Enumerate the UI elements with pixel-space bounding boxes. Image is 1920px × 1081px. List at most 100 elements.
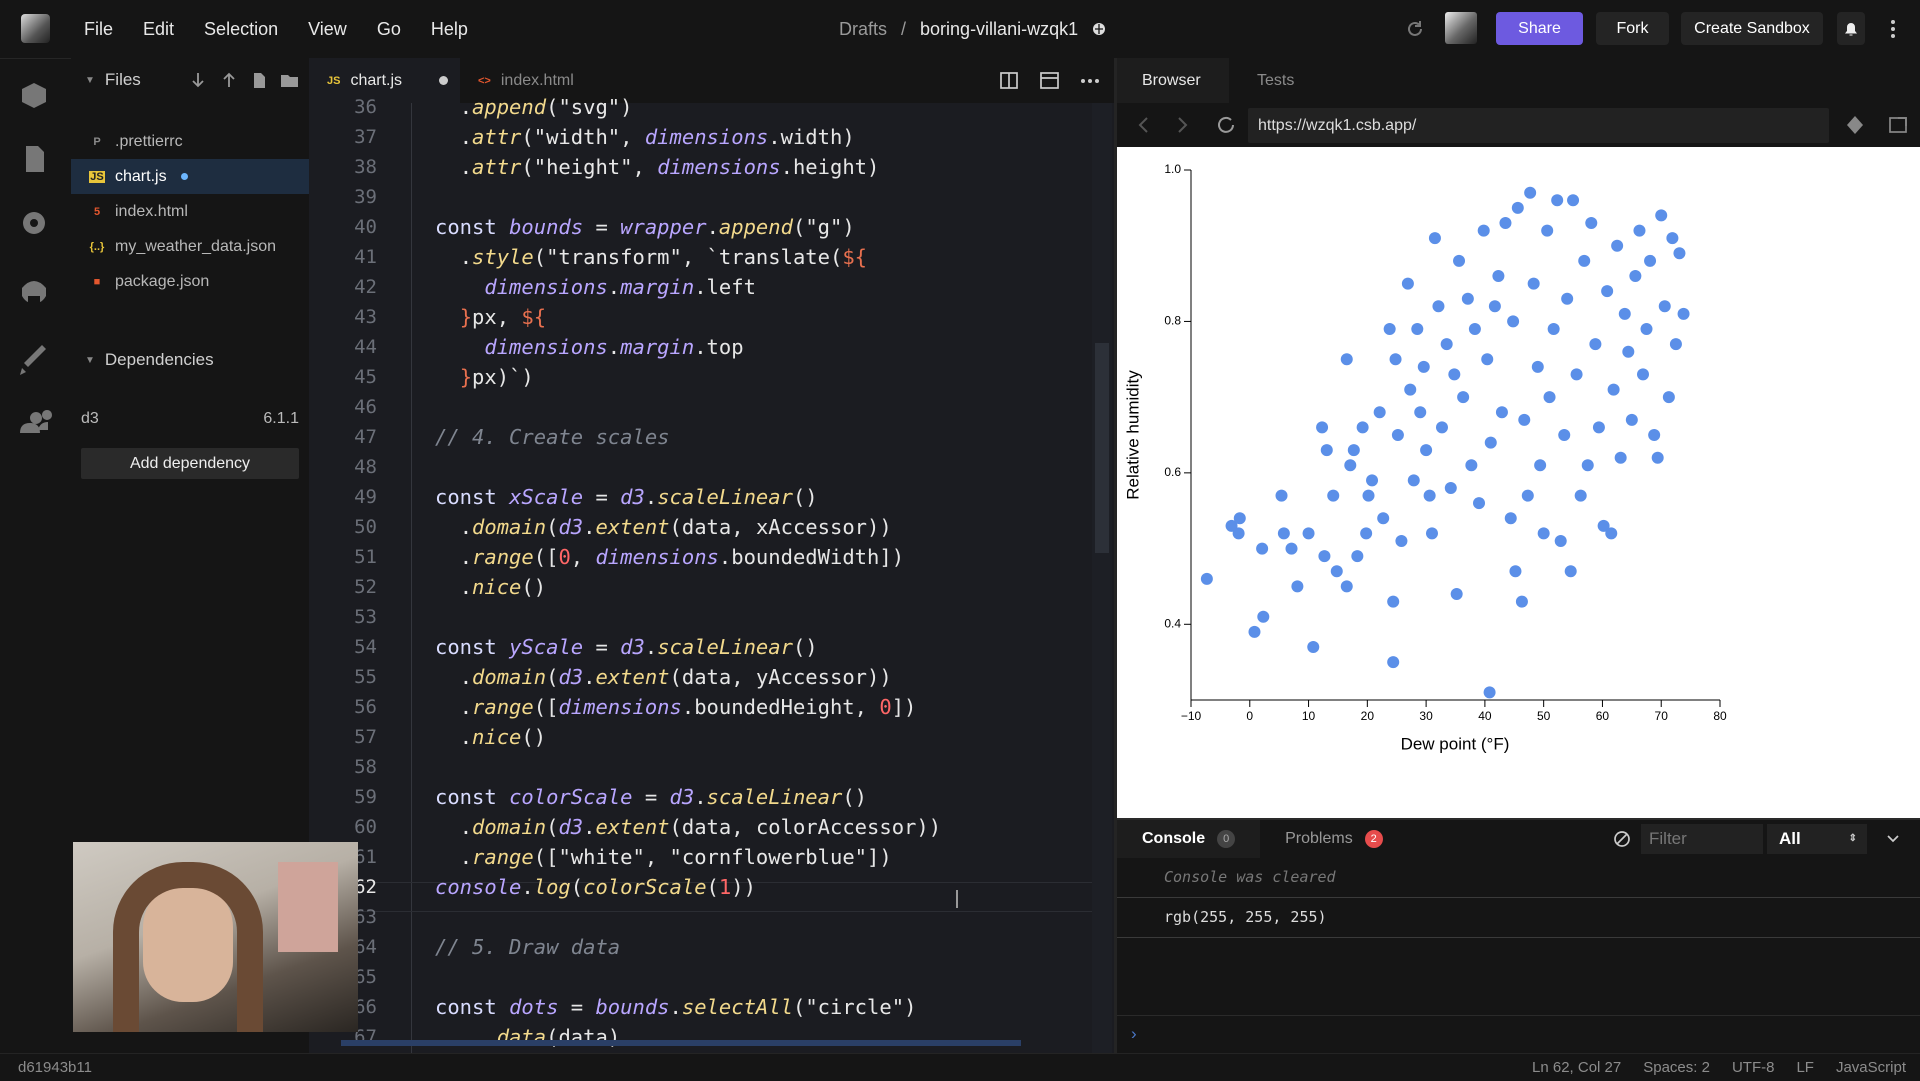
point xyxy=(1673,247,1686,260)
refresh-icon[interactable] xyxy=(1404,18,1426,40)
collapse-icon[interactable] xyxy=(1885,832,1901,846)
file-row[interactable]: 5 index.html xyxy=(71,194,309,229)
point xyxy=(1504,512,1517,525)
file-row[interactable]: JS chart.js xyxy=(71,159,309,194)
line-number: 57 xyxy=(354,726,377,748)
breadcrumb-folder[interactable]: Drafts xyxy=(839,18,888,39)
sandbox-icon[interactable] xyxy=(22,83,46,108)
point xyxy=(1425,527,1438,540)
new-file-icon[interactable] xyxy=(254,73,265,88)
horizontal-scrollbar[interactable] xyxy=(341,1040,1021,1046)
code-line: .attr("width", dimensions.width) xyxy=(459,125,855,149)
console-tabs: Console 0 Problems 2 xyxy=(1117,820,1408,858)
unsaved-dot xyxy=(180,173,188,180)
open-new-window-icon[interactable] xyxy=(1889,117,1907,133)
fork-button[interactable]: Fork xyxy=(1596,12,1669,45)
sandbox-name[interactable]: boring-villani-wzqk1 xyxy=(920,18,1079,39)
chart: Dew point (°F) Relative humidity 0.4 0.6 0… xyxy=(1123,162,1727,753)
forward-icon[interactable] xyxy=(1178,117,1188,133)
browser-tab[interactable]: Browser xyxy=(1142,72,1201,89)
preview-icon[interactable] xyxy=(1040,72,1059,89)
reload-icon[interactable] xyxy=(1218,116,1234,133)
tests-tab[interactable]: Tests xyxy=(1257,72,1295,89)
github-icon[interactable] xyxy=(22,281,46,302)
point xyxy=(1578,254,1591,267)
point xyxy=(1558,429,1571,441)
file-row[interactable]: P .prettierrc xyxy=(71,124,309,159)
url-bar[interactable]: https://wzqk1.csb.app/ xyxy=(1248,108,1829,143)
point xyxy=(1589,338,1602,351)
status-item[interactable]: Spaces: 2 xyxy=(1643,1059,1710,1076)
menu-item[interactable]: Help xyxy=(430,18,468,39)
file-name: index.html xyxy=(115,202,188,220)
back-icon[interactable] xyxy=(1138,117,1148,133)
file-icon: {..} xyxy=(89,240,105,253)
more-icon[interactable] xyxy=(1886,18,1900,40)
files-header[interactable]: ▼ Files xyxy=(85,70,141,89)
point xyxy=(1428,232,1441,245)
menu-item[interactable]: Edit xyxy=(143,18,175,39)
menu-item[interactable]: View xyxy=(308,18,347,39)
filter-input[interactable]: Filter xyxy=(1641,824,1763,854)
level-select[interactable]: All ⇕ xyxy=(1767,824,1867,854)
deploy-icon[interactable] xyxy=(20,345,46,375)
status-item[interactable]: Ln 62, Col 27 xyxy=(1532,1059,1622,1076)
point xyxy=(1554,535,1567,547)
button-label: Add dependency xyxy=(129,454,251,472)
dependencies-header[interactable]: ▼ Dependencies xyxy=(85,350,214,369)
avatar[interactable] xyxy=(1445,12,1477,44)
select-arrows: ⇕ xyxy=(1848,833,1857,844)
notifications-button[interactable] xyxy=(1837,12,1865,45)
file-name: .prettierrc xyxy=(115,132,183,150)
point xyxy=(1633,224,1646,237)
console-tab[interactable]: Problems 2 xyxy=(1260,820,1408,858)
menu-item[interactable]: Go xyxy=(376,18,401,39)
console-tab[interactable]: Console 0 xyxy=(1117,820,1261,858)
point xyxy=(1483,686,1496,699)
editor-tab[interactable]: <> index.html xyxy=(460,58,610,103)
file-row[interactable]: ■ package.json xyxy=(71,264,309,299)
share-button[interactable]: Share xyxy=(1496,12,1583,45)
line-number: 65 xyxy=(354,966,377,988)
status-item[interactable]: JavaScript xyxy=(1835,1059,1906,1076)
menu-item[interactable]: Selection xyxy=(204,18,279,39)
live-icon[interactable] xyxy=(20,409,52,433)
download-icon[interactable] xyxy=(192,73,204,88)
scroll-thumb[interactable] xyxy=(1095,343,1109,553)
files-icon[interactable] xyxy=(26,146,44,172)
button-label: Fork xyxy=(1616,19,1649,37)
code-line: const bounds = wrapper.append("g") xyxy=(435,215,855,239)
logo[interactable] xyxy=(21,14,50,43)
status-items: Ln 62, Col 27 Spaces: 2 UTF-8 LF JavaScript xyxy=(1532,1059,1906,1076)
point xyxy=(1461,292,1474,305)
point xyxy=(1655,209,1668,222)
upload-icon[interactable] xyxy=(223,72,235,87)
x-tick-label: 40 xyxy=(1478,709,1492,723)
add-dependency-button[interactable]: Add dependency xyxy=(81,448,299,479)
line-number: 56 xyxy=(354,696,377,718)
file-row[interactable]: {..} my_weather_data.json xyxy=(71,229,309,264)
dependency-list: d3 6.1.1 xyxy=(81,410,299,428)
point xyxy=(1537,527,1550,540)
point xyxy=(1318,550,1331,563)
status-item[interactable]: UTF-8 xyxy=(1731,1059,1775,1076)
status-item[interactable]: LF xyxy=(1796,1059,1814,1076)
code-line: .nice() xyxy=(459,725,547,749)
point xyxy=(1233,512,1246,525)
more-icon[interactable] xyxy=(1081,79,1099,83)
editor-tab[interactable]: JS chart.js xyxy=(309,58,460,103)
create-sandbox-button[interactable]: Create Sandbox xyxy=(1681,12,1823,45)
code-line: const xScale = d3.scaleLinear() xyxy=(435,485,818,509)
dependency-row[interactable]: d3 6.1.1 xyxy=(81,410,299,428)
devtools-icon[interactable] xyxy=(1847,116,1863,134)
point xyxy=(1567,194,1580,207)
point xyxy=(1629,270,1642,282)
new-folder-icon[interactable] xyxy=(281,75,298,87)
y-tick-label: 0.6 xyxy=(1164,465,1181,479)
point xyxy=(1574,489,1587,502)
clear-icon[interactable] xyxy=(1613,830,1631,848)
menu-item[interactable]: File xyxy=(84,18,114,39)
line-number: 37 xyxy=(354,126,377,148)
console-prompt[interactable]: › xyxy=(1131,1024,1137,1043)
